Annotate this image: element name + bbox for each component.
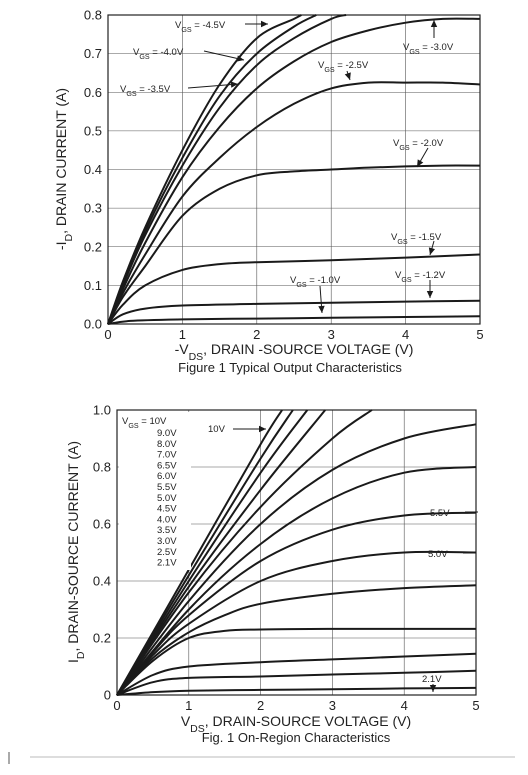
legend-item: 6.0V — [157, 471, 177, 482]
annotation-pointer-head — [230, 81, 238, 88]
y-tick-label: 0.3 — [84, 201, 102, 216]
vgs-annotation: VGS = -3.0V — [403, 42, 454, 56]
annotation-pointer-head — [429, 685, 437, 692]
annotation-pointer-head — [417, 159, 424, 167]
series-line — [107, 14, 347, 325]
x-tick-label: 2 — [253, 327, 260, 342]
y-tick-label: 0.5 — [84, 123, 102, 138]
legend-item: 6.5V — [157, 460, 177, 471]
y-tick-label: 0.6 — [93, 517, 111, 532]
series-line — [107, 14, 302, 325]
annotation-pointer-head — [344, 72, 351, 80]
legend-item: 4.0V — [157, 514, 177, 525]
annotation-pointer-head — [259, 425, 266, 433]
vgs-annotation: VGS = -1.0V — [290, 275, 341, 289]
series-line — [116, 669, 477, 696]
y-axis-title: ID, DRAIN-SOURCE CURRENT (A) — [65, 441, 87, 663]
curve-label: 5.5V — [430, 508, 450, 519]
y-axis-title: -ID, DRAIN CURRENT (A) — [53, 88, 75, 250]
curve-label: 10V — [208, 424, 226, 435]
y-tick-label: 0.4 — [93, 574, 111, 589]
x-tick-label: 5 — [476, 327, 483, 342]
y-tick-label: 0.2 — [93, 631, 111, 646]
y-tick-label: 0.8 — [93, 460, 111, 475]
x-axis-title: VDS, DRAIN-SOURCE VOLTAGE (V) — [181, 713, 411, 735]
vgs-annotation: VGS = -2.5V — [318, 60, 369, 74]
annotation-pointer-head — [426, 291, 434, 298]
series-line — [116, 409, 373, 696]
series-line — [107, 299, 481, 325]
series-line — [116, 627, 476, 696]
annotation-pointer-head — [261, 20, 268, 28]
y-tick-label: 0.4 — [84, 162, 102, 177]
x-axis-title: -VDS, DRAIN -SOURCE VOLTAGE (V) — [175, 341, 414, 363]
series-line — [107, 17, 481, 325]
curve-label: 2.1V — [422, 674, 442, 685]
series-line — [116, 409, 309, 696]
vgs-annotation: VGS = -1.5V — [391, 232, 442, 246]
series-line — [107, 164, 481, 325]
legend-item: 8.0V — [157, 439, 177, 450]
legend-item: 5.5V — [157, 482, 177, 493]
series-line — [116, 511, 477, 696]
legend-item: 7.0V — [157, 450, 177, 461]
x-tick-label: 0 — [113, 698, 120, 713]
legend-item: 4.5V — [157, 504, 177, 515]
y-tick-label: 0 — [104, 688, 111, 703]
output-characteristics-chart: 0 1 2 3 4 5 0.0 0.1 0.2 0.3 0.4 0.5 0.6 0.7 0.8 -VDS, D… — [53, 8, 484, 376]
x-tick-label: 5 — [472, 698, 479, 713]
y-tick-label: 0.6 — [84, 85, 102, 100]
series-line — [116, 652, 477, 696]
x-tick-label: 0 — [104, 327, 111, 342]
annotation-pointer-head — [430, 20, 438, 27]
series-line — [107, 253, 481, 325]
annotation-pointer-head — [318, 305, 325, 313]
x-tick-label: 2 — [257, 698, 264, 713]
vgs-annotation: VGS = -4.5V — [175, 20, 226, 34]
y-tick-label: 0.8 — [84, 8, 102, 23]
legend-item: 9.0V — [157, 428, 177, 439]
x-tick-label: 3 — [329, 698, 336, 713]
vgs-annotation: VGS = -2.0V — [393, 138, 444, 152]
legend-item: 2.1V — [157, 558, 177, 569]
plot-frame — [107, 14, 481, 325]
x-tick-label: 1 — [179, 327, 186, 342]
y-tick-label: 0.0 — [84, 317, 102, 332]
y-tick-label: 0.2 — [84, 239, 102, 254]
y-tick-label: 1.0 — [93, 403, 111, 418]
annotation-pointer-head — [428, 247, 435, 255]
series-line — [107, 315, 481, 325]
chart-caption: Fig. 1 On-Region Characteristics — [202, 730, 391, 745]
x-tick-label: 3 — [328, 327, 335, 342]
vgs-annotation: VGS = -3.5V — [120, 84, 171, 98]
legend-header: VGS = 10V — [122, 416, 167, 430]
on-region-characteristics-chart: 0 1 2 3 4 5 0 0.2 0.4 0.6 0.8 1.0 VDS, DRAIN-SOURCE … — [65, 403, 480, 746]
annotation-pointer-head — [236, 55, 244, 62]
series-line — [116, 409, 294, 696]
vgs-annotation: VGS = -4.0V — [133, 47, 184, 61]
vgs-annotation: VGS = -1.2V — [395, 270, 446, 284]
series-line — [116, 686, 477, 696]
series-line — [116, 550, 477, 696]
curve-label: 5.0V — [428, 549, 448, 560]
legend-box — [119, 412, 191, 570]
y-tick-label: 0.1 — [84, 278, 102, 293]
series-line — [116, 409, 326, 696]
legend-item: 3.5V — [157, 525, 177, 536]
annotation-pointer — [187, 83, 239, 89]
legend-item: 5.0V — [157, 493, 177, 504]
x-tick-label: 4 — [402, 327, 409, 342]
series-line — [116, 466, 477, 696]
y-tick-label: 0.7 — [84, 46, 102, 61]
series-line — [116, 423, 477, 696]
x-tick-label: 4 — [401, 698, 408, 713]
series-line — [107, 81, 481, 325]
legend-item: 3.0V — [157, 536, 177, 547]
legend-item: 2.5V — [157, 547, 177, 558]
series-line — [116, 584, 477, 696]
chart-caption: Figure 1 Typical Output Characteristics — [178, 360, 402, 375]
x-tick-label: 1 — [185, 698, 192, 713]
